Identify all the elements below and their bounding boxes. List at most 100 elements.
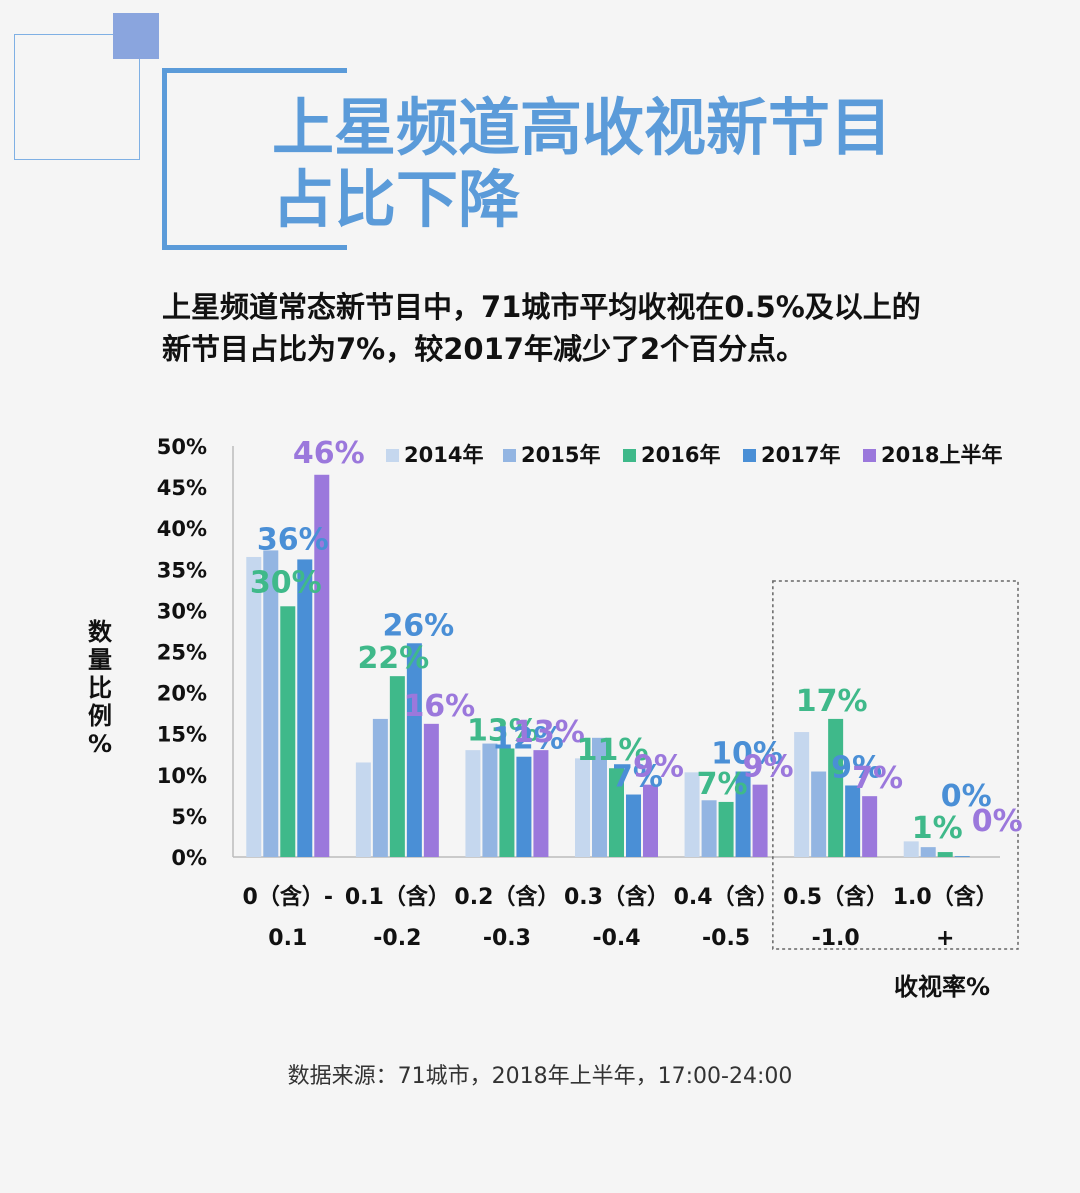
bar — [626, 794, 641, 857]
x-tick-label: 0.5（含） — [783, 884, 888, 910]
data-label: 22% — [357, 641, 429, 676]
x-tick-label: 0.1 — [268, 926, 307, 951]
bar — [794, 732, 810, 857]
page-title: 上星频道高收视新节目 占比下降 — [272, 92, 1032, 236]
data-label: 26% — [382, 608, 454, 643]
x-axis-title: 收视率% — [894, 973, 990, 1001]
bar — [423, 723, 439, 857]
bar — [575, 758, 590, 857]
bar — [920, 847, 936, 857]
data-label: 17% — [796, 684, 868, 719]
data-label: 9% — [743, 750, 794, 785]
legend-swatch — [623, 449, 636, 462]
bar — [406, 643, 422, 857]
x-tick-label: 0.1（含） — [345, 884, 450, 910]
data-label: 13% — [467, 713, 539, 748]
legend-label: 2017年 — [761, 443, 840, 467]
bar — [389, 676, 405, 857]
bar — [355, 762, 371, 857]
x-tick-label: -0.3 — [483, 926, 531, 951]
data-label: 11% — [577, 733, 649, 768]
y-axis-title: 数量比例% — [88, 618, 113, 758]
data-label: 12% — [492, 722, 564, 757]
y-tick-label: 25% — [157, 641, 207, 665]
x-tick-label: -1.0 — [812, 926, 860, 951]
y-tick-label: 15% — [157, 723, 207, 747]
y-tick-label: 10% — [157, 764, 207, 788]
x-tick-label: + — [936, 926, 954, 951]
subtitle-line-1: 上星频道常态新节目中，71城市平均收视在0.5%及以上的 — [162, 290, 921, 324]
bar — [903, 841, 919, 857]
bar — [684, 772, 700, 857]
bar — [592, 737, 607, 857]
data-label: 9% — [633, 750, 684, 785]
y-tick-label: 40% — [157, 517, 207, 541]
bar — [701, 800, 717, 857]
bar — [845, 785, 861, 857]
bar — [280, 606, 296, 857]
bar — [465, 750, 481, 857]
bar — [811, 771, 827, 857]
title-bracket-frame — [162, 68, 347, 250]
legend-swatch — [386, 449, 399, 462]
bar — [297, 559, 313, 857]
bar — [482, 743, 498, 857]
data-label: 16% — [403, 689, 475, 724]
bar — [643, 784, 658, 857]
x-tick-label: 0.3（含） — [564, 884, 669, 910]
data-label: 9% — [831, 750, 882, 785]
x-tick-label: 0.4（含） — [674, 884, 779, 910]
x-tick-label: -0.5 — [702, 926, 750, 951]
highlight-box — [772, 580, 1019, 950]
bar — [516, 756, 532, 857]
y-tick-label: 5% — [171, 805, 207, 829]
data-label: 10% — [711, 737, 783, 772]
bar — [314, 474, 330, 857]
bar — [609, 768, 624, 857]
data-label: 46% — [293, 436, 365, 471]
x-tick-label: 1.0（含） — [893, 884, 998, 910]
data-label: 1% — [912, 811, 963, 846]
data-label: 7% — [697, 767, 748, 802]
bar — [499, 748, 515, 857]
legend-label: 2018上半年 — [881, 443, 1002, 467]
page-subtitle: 上星频道常态新节目中，71城市平均收视在0.5%及以上的 新节目占比为7%，较2… — [162, 286, 1042, 370]
data-label: 0% — [972, 804, 1023, 839]
legend-swatch — [743, 449, 756, 462]
legend-label: 2014年 — [404, 443, 483, 467]
bar — [246, 556, 262, 857]
bar — [718, 801, 734, 857]
title-line-1: 上星频道高收视新节目 — [272, 91, 893, 164]
data-label: 30% — [250, 565, 322, 600]
x-tick-label: 0（含）- — [243, 884, 333, 910]
data-label: 7% — [612, 760, 663, 795]
legend-label: 2016年 — [641, 443, 720, 467]
y-tick-label: 45% — [157, 476, 207, 500]
x-tick-label: 0.2（含） — [454, 884, 559, 910]
data-label: 36% — [257, 522, 329, 557]
title-line-2: 占比下降 — [272, 163, 521, 236]
bar — [372, 718, 388, 857]
y-tick-label: 20% — [157, 682, 207, 706]
legend-swatch — [863, 449, 876, 462]
bar — [263, 550, 279, 857]
decorative-square-outline — [14, 34, 140, 160]
y-tick-label: 50% — [157, 435, 207, 459]
x-tick-label: -0.2 — [373, 926, 421, 951]
bar — [828, 718, 844, 857]
data-label: 0% — [941, 779, 992, 814]
data-label: 7% — [852, 761, 903, 796]
x-tick-label: -0.4 — [592, 926, 640, 951]
bar — [533, 750, 549, 857]
y-tick-label: 30% — [157, 599, 207, 623]
bar — [862, 796, 878, 857]
bar — [752, 784, 768, 857]
y-tick-label: 0% — [171, 846, 207, 870]
y-tick-label: 35% — [157, 558, 207, 582]
bar — [937, 852, 953, 857]
data-source-note: 数据来源：71城市，2018年上半年，17:00-24:00 — [287, 1064, 793, 1089]
data-label: 13% — [513, 715, 585, 750]
bar — [735, 771, 751, 857]
subtitle-line-2: 新节目占比为7%，较2017年减少了2个百分点。 — [162, 332, 806, 366]
